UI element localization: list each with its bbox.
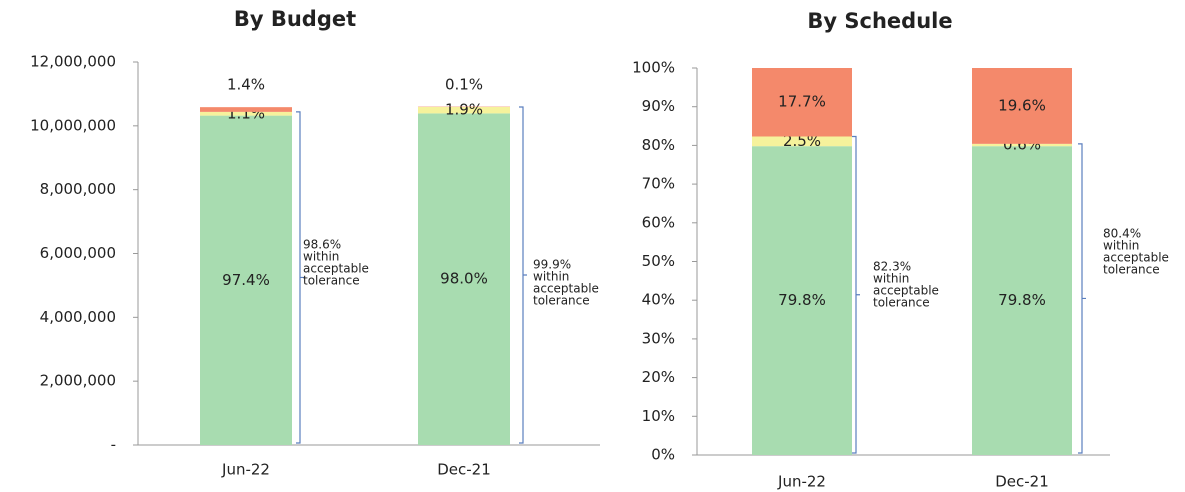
annotation: within [533, 270, 569, 284]
data-label: 98.0% [440, 270, 488, 288]
annotation: within [1103, 239, 1139, 253]
data-label: 1.9% [445, 101, 483, 119]
bar-segment [418, 113, 510, 445]
y-tick-label: 10% [642, 407, 675, 425]
annotation: acceptable [1103, 251, 1169, 265]
annotation: acceptable [873, 284, 939, 298]
annotation: tolerance [873, 296, 930, 310]
annotation: tolerance [303, 274, 360, 288]
tolerance-bracket [296, 111, 304, 444]
bar-segment [972, 143, 1072, 147]
data-label: 0.1% [445, 76, 483, 94]
data-label: 1.4% [227, 76, 265, 94]
x-tick-label: Jun-22 [221, 461, 270, 479]
annotation: 82.3% [873, 260, 911, 274]
y-tick-label: 10,000,000 [30, 116, 116, 134]
y-tick-label: 8,000,000 [40, 180, 116, 198]
y-tick-label: 4,000,000 [40, 308, 116, 326]
bar-segment [752, 68, 852, 137]
bar-segment [418, 107, 510, 114]
y-tick-label: 80% [642, 136, 675, 154]
bar-segment [200, 107, 292, 112]
y-tick-label: 6,000,000 [40, 244, 116, 262]
annotation: acceptable [303, 262, 369, 276]
y-tick-label: 50% [642, 252, 675, 270]
data-label: 97.4% [222, 271, 270, 289]
tolerance-bracket [519, 106, 527, 444]
y-tick-label: 40% [642, 291, 675, 309]
y-tick-label: 0% [651, 446, 675, 464]
annotation: tolerance [1103, 263, 1160, 277]
y-tick-label: - [111, 436, 116, 454]
x-tick-label: Dec-21 [437, 461, 491, 479]
x-tick-label: Dec-21 [995, 473, 1049, 491]
y-tick-label: 70% [642, 175, 675, 193]
annotation: 80.4% [1103, 227, 1141, 241]
y-tick-label: 60% [642, 213, 675, 231]
y-tick-label: 30% [642, 329, 675, 347]
annotation: tolerance [533, 294, 590, 308]
data-label: 17.7% [778, 93, 826, 111]
bar-segment [752, 146, 852, 455]
annotation: within [873, 272, 909, 286]
y-tick-label: 12,000,000 [30, 53, 116, 71]
chart-title: By Budget [234, 7, 356, 31]
annotation: 98.6% [303, 238, 341, 252]
annotation: 99.9% [533, 258, 571, 272]
bar-segment [972, 68, 1072, 144]
bar-segment [972, 146, 1072, 455]
bar-segment [752, 136, 852, 147]
bar-segment [200, 115, 292, 446]
y-tick-label: 2,000,000 [40, 372, 116, 390]
annotation: acceptable [533, 282, 599, 296]
data-label: 19.6% [998, 96, 1046, 114]
tolerance-bracket [852, 135, 860, 454]
tolerance-bracket [1078, 143, 1086, 454]
data-label: 1.1% [227, 104, 265, 122]
bar-segment [200, 111, 292, 116]
data-label: 79.8% [778, 291, 826, 309]
y-tick-label: 20% [642, 368, 675, 386]
x-tick-label: Jun-22 [777, 473, 826, 491]
chart-title: By Schedule [807, 9, 952, 33]
data-label: 79.8% [998, 291, 1046, 309]
annotation: within [303, 250, 339, 264]
y-tick-label: 100% [632, 59, 675, 77]
y-tick-label: 90% [642, 97, 675, 115]
